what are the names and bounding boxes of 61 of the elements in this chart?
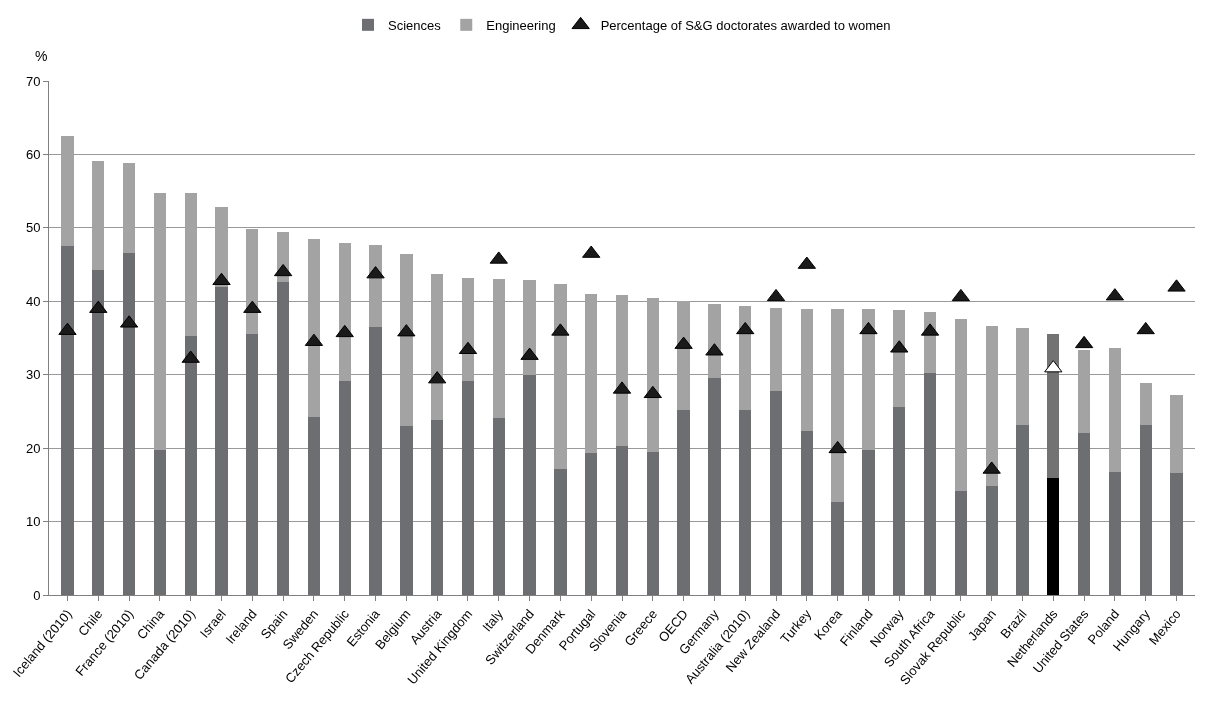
legend-label: Engineering [486,17,556,33]
bar [431,420,444,595]
point [335,324,354,338]
y-tick-label: 40 [25,293,41,309]
bar [1139,382,1152,426]
bar [92,269,105,595]
bar [461,381,475,595]
bar [893,407,906,595]
point [859,321,878,335]
bar [985,485,998,595]
bar [554,468,567,595]
bar [369,326,382,595]
bar [184,335,197,595]
bar [61,246,74,595]
bar [646,451,659,595]
point [1074,335,1094,349]
bar [276,282,290,595]
y-tick-label: 10 [25,514,41,530]
bar [739,409,752,595]
bar [923,373,937,595]
bar [153,450,167,595]
bar [708,378,721,595]
bar [1077,432,1091,595]
point [828,440,847,454]
bar [523,374,536,595]
point [766,288,786,302]
bar [677,409,690,595]
bar [215,286,228,595]
bar [400,426,413,595]
point [736,321,755,335]
y-tick-label: 50 [25,220,41,236]
point [1136,321,1155,335]
bar [307,417,321,595]
bar [246,333,259,595]
bar [954,491,968,595]
bar [831,502,844,595]
y-tick-label: 60 [25,146,41,162]
bar [1016,425,1029,595]
bar [338,381,351,595]
legend-label: Percentage of S&G doctorates awarded to women [600,17,891,33]
y-axis-title: % [35,48,48,64]
bar [1108,472,1122,595]
y-tick-label: 20 [25,440,41,456]
bar [862,450,875,595]
bar [1047,334,1060,478]
legend-label: Sciences [388,17,442,33]
bar [585,452,598,595]
bar [769,390,783,595]
bar [1139,425,1152,595]
bar [615,445,629,595]
y-tick-label: 0 [33,587,41,603]
point [273,263,293,277]
bar [492,418,505,595]
bar [800,430,813,595]
bar [122,252,136,595]
point [951,288,971,302]
y-tick-label: 30 [25,367,41,383]
point [643,385,662,399]
y-tick-label: 70 [25,73,41,89]
bar [1047,477,1060,595]
bar [1170,473,1183,595]
